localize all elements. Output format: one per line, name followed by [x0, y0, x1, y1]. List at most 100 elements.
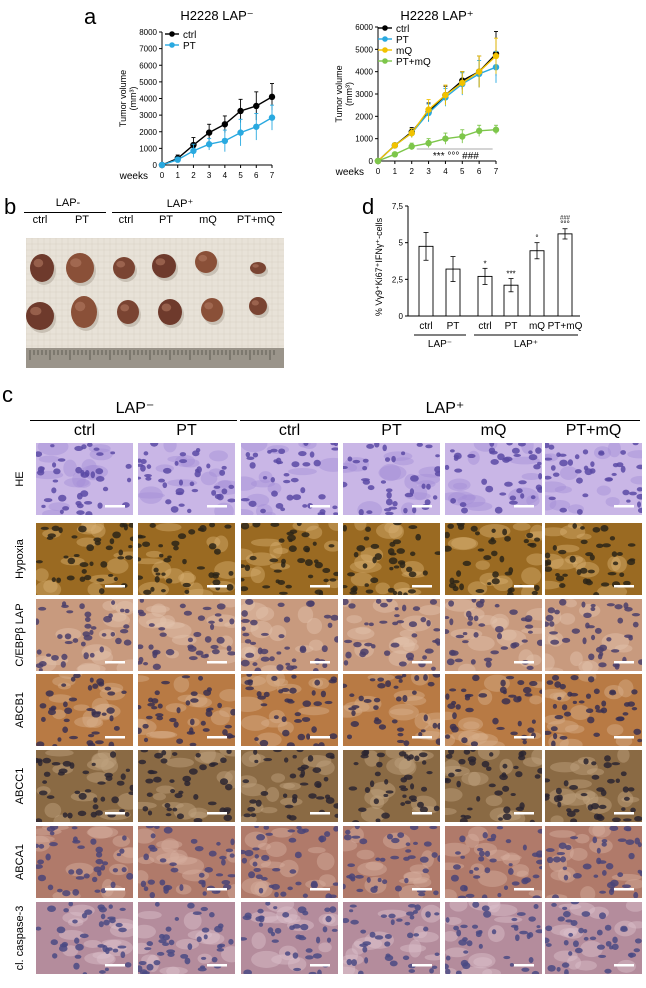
y-tick-label: 2000: [355, 112, 373, 121]
data-point: [237, 129, 244, 136]
scale-bar: [412, 964, 432, 967]
histo-tile-3-0: [36, 674, 133, 746]
legend-marker: [382, 47, 388, 53]
tumor-highlight: [161, 303, 172, 312]
photo-group-lap-plus: LAP⁺: [166, 198, 194, 210]
histo-column-2: ctrl: [278, 422, 301, 439]
histo-tile-4-4: [445, 750, 542, 822]
histo-tile-6-0: [36, 902, 133, 974]
vg9-bar-chart: 0 2,5 5 7,5 ctrl PT * ctrl *** PT ° mQ °°°### PT+mQ LA…: [374, 202, 583, 350]
bar-category-label: ctrl: [478, 321, 491, 332]
histo-tile-0-2: [241, 443, 338, 515]
scale-bar: [207, 812, 227, 815]
histo-tile-2-2: [241, 599, 338, 671]
scale-bar: [614, 888, 634, 891]
y-tick-label: 6000: [139, 61, 157, 70]
histo-tile-5-2: [241, 826, 338, 898]
histo-tile-1-0: [36, 523, 133, 595]
x-tick-label: 5: [460, 167, 465, 176]
histo-column-3: PT: [381, 422, 402, 439]
scale-bar: [514, 585, 534, 588]
photo-label-4: mQ: [199, 214, 217, 226]
group-label-lap-minus: LAP⁻: [428, 339, 452, 350]
histo-tile-6-4: [445, 902, 542, 974]
significance-mark-top: ###: [560, 216, 571, 222]
data-point: [442, 135, 449, 142]
photo-label-0: ctrl: [32, 214, 48, 226]
y-tick-label: 3000: [139, 111, 157, 120]
scale-bar: [207, 505, 227, 508]
histo-tile-2-0: [36, 599, 133, 671]
data-point: [408, 129, 415, 137]
photo-label-3: PT: [158, 214, 174, 226]
series-line-mQ: [377, 55, 497, 162]
histo-tile-3-1: [138, 674, 235, 746]
data-point: [268, 93, 276, 101]
histo-tile-4-3: [343, 750, 440, 822]
photo-label-1: PT: [74, 214, 90, 226]
scale-bar: [614, 585, 634, 588]
legend-label: PT+mQ: [396, 57, 431, 68]
tumor-highlight: [33, 258, 44, 268]
data-point: [459, 79, 466, 87]
scale-bar: [207, 736, 227, 739]
y-tick-label: 8000: [139, 28, 157, 37]
histo-tile-4-0: [36, 750, 133, 822]
panel-letter-c: c: [2, 382, 13, 407]
histo-tile-3-3: [343, 674, 440, 746]
y-tick-label: 5: [399, 239, 404, 248]
x-tick-label: 3: [426, 167, 431, 176]
bar-4: [529, 250, 545, 317]
tumor-2: [113, 257, 135, 279]
tumor-3: [152, 254, 176, 278]
histo-tile-6-5: [545, 902, 642, 974]
histo-tile-3-5: [545, 674, 642, 746]
histo-tile-3-4: [445, 674, 542, 746]
y-tick-label: 4000: [355, 68, 373, 77]
scale-bar: [614, 661, 634, 664]
scale-bar: [614, 505, 634, 508]
data-point: [425, 106, 432, 113]
scale-bar: [614, 964, 634, 967]
significance-mark: *: [483, 259, 486, 268]
tumor-11: [249, 297, 267, 315]
histo-tile-6-2: [241, 902, 338, 974]
data-point: [253, 123, 260, 130]
data-point: [268, 114, 276, 121]
histo-tile-0-3: [343, 443, 440, 515]
legend-label: PT: [183, 41, 196, 52]
y-tick-label: 1000: [355, 135, 373, 144]
histo-column-4: mQ: [480, 422, 507, 439]
y-tick-label: 0: [399, 312, 404, 321]
histo-tile-3-2: [241, 674, 338, 746]
data-point: [408, 143, 415, 150]
scale-bar: [412, 888, 432, 891]
scale-bar: [514, 812, 534, 815]
histo-row-label-6: cl. caspase-3: [14, 905, 26, 971]
scale-bar: [105, 585, 125, 588]
x-tick-label: 5: [238, 171, 243, 180]
group-label-lap-plus: LAP⁺: [514, 339, 538, 350]
bar-category-label: PT: [505, 321, 518, 332]
scale-bar: [412, 505, 432, 508]
y-tick-label: 2000: [139, 128, 157, 137]
data-point: [442, 91, 449, 99]
x-tick-label: 4: [443, 167, 448, 176]
scale-bar: [412, 812, 432, 815]
x-tick-label: 1: [393, 167, 398, 176]
histo-tile-6-1: [138, 902, 235, 974]
legend-label: mQ: [396, 46, 412, 57]
significance-annotation: *** °°° ###: [433, 151, 479, 162]
histo-tile-4-5: [545, 750, 642, 822]
histo-group-lap-plus: LAP⁺: [425, 400, 465, 417]
scale-bar: [105, 736, 125, 739]
legend-marker: [169, 42, 175, 48]
legend-marker: [382, 25, 388, 31]
histo-tile-2-1: [138, 599, 235, 671]
histo-tile-4-1: [138, 750, 235, 822]
scale-bar: [412, 661, 432, 664]
y-tick-label: 6000: [355, 23, 373, 32]
photo-ruler: [26, 348, 284, 368]
scale-bar: [514, 661, 534, 664]
data-point: [425, 139, 432, 147]
